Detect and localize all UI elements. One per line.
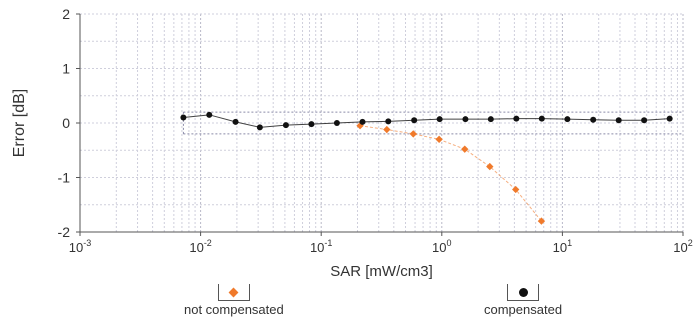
- data-point-compensated: [590, 116, 597, 123]
- legend-compensated: compensated: [484, 284, 562, 317]
- x-tick-label: 10-2: [189, 238, 211, 255]
- data-point-compensated: [359, 118, 366, 125]
- data-point-compensated: [436, 116, 443, 123]
- series-line-compensated: [183, 114, 670, 128]
- legend-not-compensated: not compensated: [184, 284, 284, 317]
- series-line-not-compensated: [359, 125, 542, 222]
- data-point-compensated: [206, 111, 213, 118]
- data-point-not-compensated: [512, 185, 520, 194]
- black-dot-icon: [518, 287, 528, 297]
- x-tick-label: 100: [432, 238, 451, 255]
- data-point-compensated: [513, 115, 520, 122]
- data-point-compensated: [411, 117, 418, 124]
- data-point-compensated: [385, 118, 392, 125]
- data-point-compensated: [256, 124, 263, 131]
- data-point-compensated: [564, 116, 571, 123]
- legend-swatch-box: [507, 284, 540, 301]
- legend-label-compensated: compensated: [484, 302, 563, 317]
- x-tick-label: 102: [673, 238, 692, 255]
- data-point-compensated: [232, 118, 239, 125]
- data-point-not-compensated: [461, 145, 469, 153]
- data-point-compensated: [538, 115, 545, 122]
- data-point-not-compensated: [383, 125, 391, 134]
- data-point-compensated: [282, 122, 289, 129]
- y-tick-label: 1: [62, 61, 70, 77]
- y-axis-label: Error [dB]: [11, 89, 28, 157]
- x-axis-label: SAR [mW/cm3]: [330, 263, 433, 280]
- y-tick-label: 0: [62, 115, 70, 131]
- x-tick-label: 10-3: [69, 238, 91, 255]
- data-point-compensated: [666, 115, 673, 122]
- data-point-not-compensated: [486, 162, 494, 171]
- data-point-compensated: [308, 121, 315, 128]
- data-point-compensated: [180, 114, 187, 121]
- data-point-compensated: [487, 116, 494, 123]
- legend-swatch-box: [217, 284, 250, 301]
- data-point-not-compensated: [537, 217, 546, 225]
- y-tick-label: 2: [62, 6, 70, 22]
- legend-label-not-compensated: not compensated: [184, 302, 284, 317]
- data-point-not-compensated: [435, 135, 443, 144]
- data-point-compensated: [615, 117, 622, 124]
- orange-diamond-icon: [228, 287, 239, 297]
- x-tick-label: 101: [553, 238, 572, 255]
- data-point-not-compensated: [409, 130, 417, 138]
- y-tick-label: -2: [58, 224, 71, 240]
- x-tick-label: 10-1: [310, 238, 332, 255]
- y-tick-label: -1: [58, 170, 71, 186]
- data-point-compensated: [333, 120, 340, 126]
- data-point-compensated: [462, 116, 469, 123]
- data-point-compensated: [641, 117, 648, 124]
